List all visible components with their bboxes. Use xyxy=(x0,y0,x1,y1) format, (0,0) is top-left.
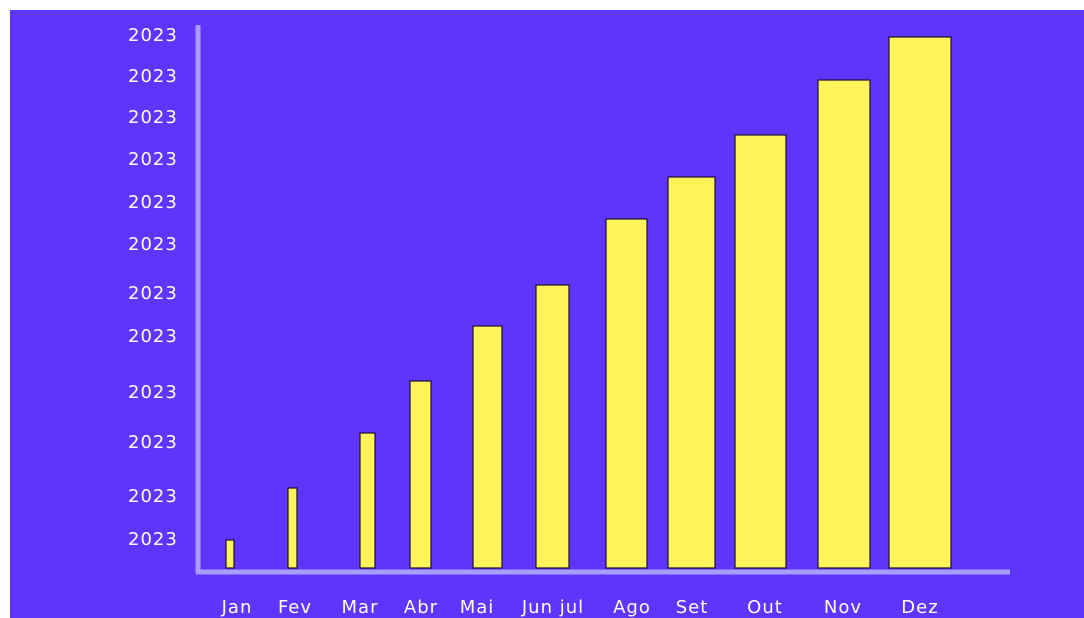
x-tick-label: Nov xyxy=(824,597,862,618)
y-tick-label: 2023 xyxy=(128,432,178,453)
y-tick-label: 2023 xyxy=(128,234,178,255)
x-tick-label: Set xyxy=(676,597,709,618)
y-tick-label: 2023 xyxy=(128,283,178,304)
y-tick-label: 2023 xyxy=(128,66,178,87)
bar xyxy=(409,380,432,569)
x-tick-label: Jun jul xyxy=(521,597,584,618)
y-tick-label: 2023 xyxy=(128,107,178,128)
y-tick-label: 2023 xyxy=(128,192,178,213)
x-tick-label: Fev xyxy=(278,597,312,618)
x-tick-label: Ago xyxy=(613,597,651,618)
bar xyxy=(472,325,503,569)
bar xyxy=(734,134,787,569)
y-tick-label: 2023 xyxy=(128,382,178,403)
x-tick-label: Mai xyxy=(460,597,495,618)
bar xyxy=(535,284,570,569)
bar xyxy=(667,176,716,569)
x-tick-label: Mar xyxy=(342,597,379,618)
bar xyxy=(605,218,648,569)
y-tick-label: 2023 xyxy=(128,149,178,170)
x-tick-label: Abr xyxy=(404,597,438,618)
x-tick-label: Jan xyxy=(221,597,253,618)
bar xyxy=(888,36,952,569)
bar xyxy=(287,487,298,569)
y-tick-label: 2023 xyxy=(128,326,178,347)
x-tick-label: Out xyxy=(747,597,783,618)
y-tick-label: 2023 xyxy=(128,25,178,46)
bar xyxy=(359,432,376,569)
y-tick-label: 2023 xyxy=(128,529,178,550)
bar xyxy=(817,79,871,569)
bar xyxy=(225,539,235,569)
y-tick-label: 2023 xyxy=(128,486,178,507)
x-tick-label: Dez xyxy=(901,597,938,618)
